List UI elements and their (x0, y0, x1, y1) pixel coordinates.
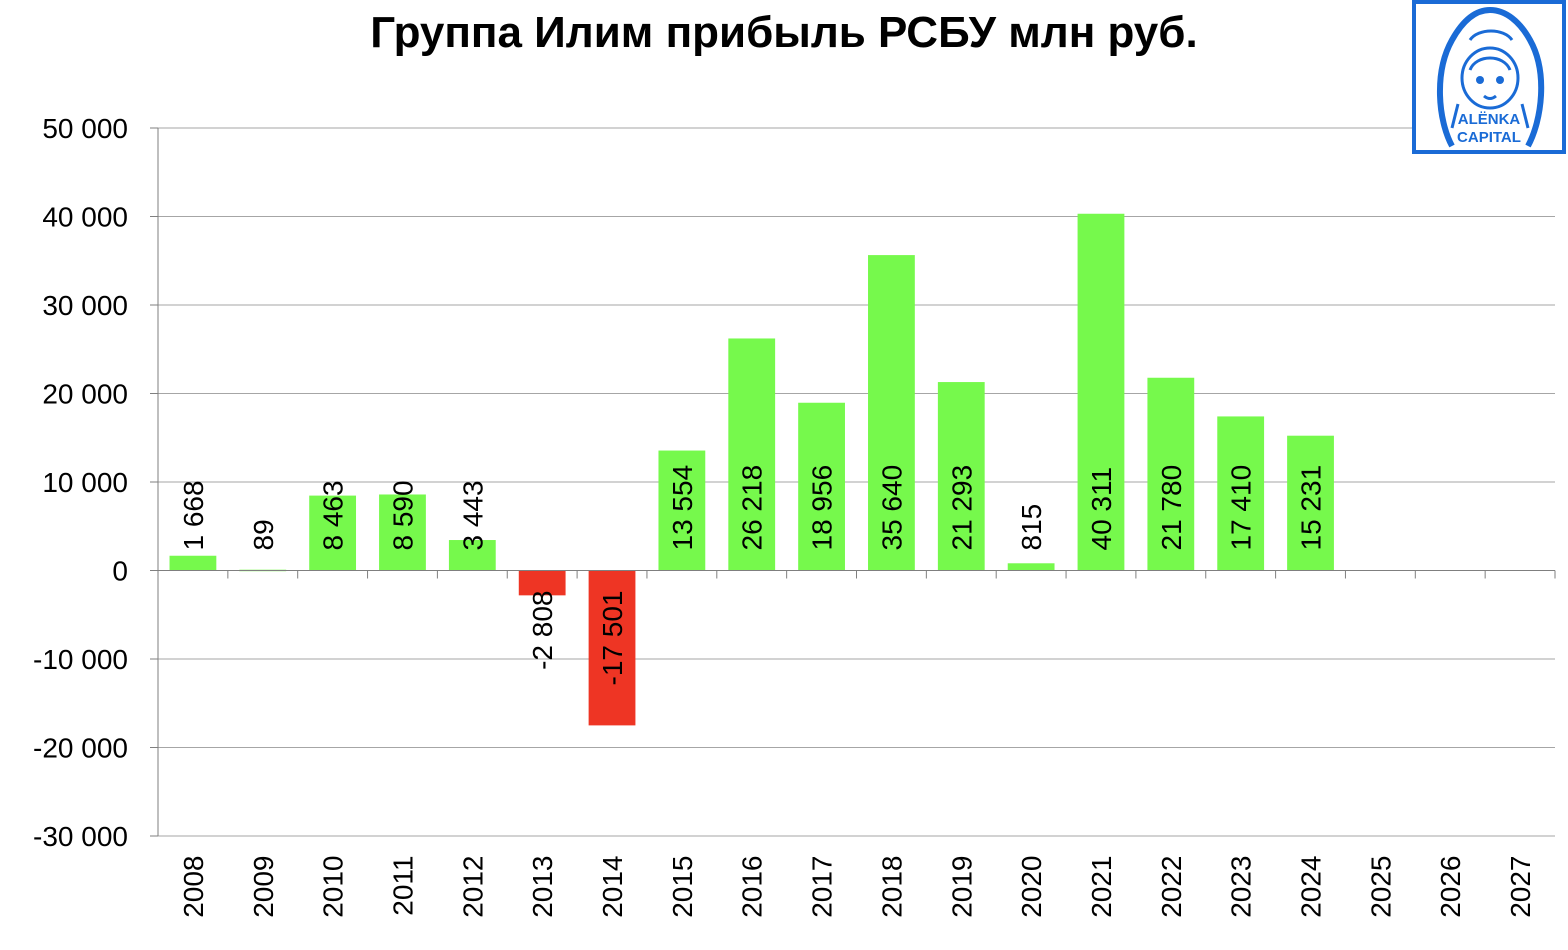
x-tick-label-2008: 2008 (178, 856, 209, 918)
bars (169, 213, 1334, 726)
x-tick-label-2014: 2014 (597, 856, 628, 918)
x-tick-label-2012: 2012 (457, 856, 488, 918)
x-tick-label-2023: 2023 (1226, 856, 1257, 918)
data-label-2011: 8 590 (387, 480, 418, 550)
x-tick-label-2013: 2013 (527, 856, 558, 918)
chart-title: Группа Илим прибыль РСБУ млн руб. (370, 8, 1198, 57)
bar-2021 (1077, 213, 1125, 571)
x-tick-labels: 2008 2009 2010 2011 2012 2013 2014 2015 2016 2017… (178, 856, 1536, 918)
y-tick-label: 40 000 (42, 202, 128, 233)
x-tick-label-2027: 2027 (1505, 856, 1536, 918)
bar-2019 (937, 382, 985, 571)
x-tick-label-2015: 2015 (667, 856, 698, 918)
data-label-2012: 3 443 (457, 480, 488, 550)
x-tick-label-2010: 2010 (318, 856, 349, 918)
y-tick-label: -10 000 (33, 644, 128, 675)
bar-2024 (1287, 435, 1334, 571)
x-tick-label-2020: 2020 (1016, 856, 1047, 918)
y-tick-label: 10 000 (42, 467, 128, 498)
svg-text:ALËNKA: ALËNKA (1458, 111, 1521, 128)
bar-2016 (728, 338, 776, 571)
y-tick-label: 50 000 (42, 113, 128, 144)
y-tick-label: 0 (112, 556, 128, 587)
bar-2018 (868, 255, 915, 571)
data-label-2022: 21 780 (1156, 465, 1187, 551)
x-tick-label-2011: 2011 (387, 856, 418, 916)
bar-2010 (309, 495, 357, 571)
bar-2014 (588, 570, 636, 726)
data-label-2016: 26 218 (737, 465, 768, 551)
bar-2015 (658, 450, 706, 571)
x-tick-label-2016: 2016 (737, 856, 768, 918)
data-label-2020: 815 (1016, 504, 1047, 551)
bar-2023 (1217, 416, 1265, 571)
data-label-2023: 17 410 (1226, 465, 1257, 551)
bar-2022 (1147, 377, 1195, 571)
x-tick-label-2019: 2019 (946, 856, 977, 918)
x-tick-label-2021: 2021 (1086, 856, 1117, 918)
data-label-2013: -2 808 (527, 591, 558, 670)
data-label-2017: 18 956 (807, 465, 838, 551)
x-tick-label-2018: 2018 (876, 856, 907, 918)
data-label-2010: 8 463 (318, 480, 349, 550)
axes (157, 128, 1556, 836)
y-tick-label: 30 000 (42, 290, 128, 321)
bar-2008 (169, 555, 217, 571)
bar-2011 (379, 494, 426, 571)
data-labels: 1 668 89 8 463 8 590 3 443 -2 808 -17 501 13 55… (178, 465, 1327, 686)
y-tick-label: 20 000 (42, 379, 128, 410)
x-tick-label-2009: 2009 (248, 856, 279, 918)
alenka-capital-logo: ALËNKA CAPITAL (1412, 0, 1566, 154)
bar-2020 (1007, 563, 1055, 571)
x-tick-label-2025: 2025 (1365, 856, 1396, 918)
data-label-2015: 13 554 (667, 465, 698, 551)
bar-2012 (448, 540, 496, 571)
data-label-2021: 40 311 (1086, 467, 1117, 551)
data-label-2009: 89 (248, 519, 279, 550)
x-tick-label-2024: 2024 (1296, 856, 1327, 918)
data-label-2019: 21 293 (946, 465, 977, 551)
bar-2017 (798, 402, 845, 571)
x-tick-label-2026: 2026 (1435, 856, 1466, 918)
y-tick-label: -20 000 (33, 733, 128, 764)
y-tick-labels: 50 000 40 000 30 000 20 000 10 000 0 -10 000 -2… (33, 113, 128, 852)
bar-2013 (518, 570, 566, 596)
data-label-2018: 35 640 (876, 465, 907, 551)
data-label-2008: 1 668 (178, 480, 209, 550)
x-tick-label-2022: 2022 (1156, 856, 1187, 918)
data-label-2024: 15 231 (1296, 465, 1327, 551)
svg-text:CAPITAL: CAPITAL (1457, 129, 1521, 146)
x-tick-label-2017: 2017 (807, 856, 838, 918)
y-tick-label: -30 000 (33, 821, 128, 852)
data-label-2014: -17 501 (597, 591, 628, 686)
grid-lines (150, 127, 1555, 837)
